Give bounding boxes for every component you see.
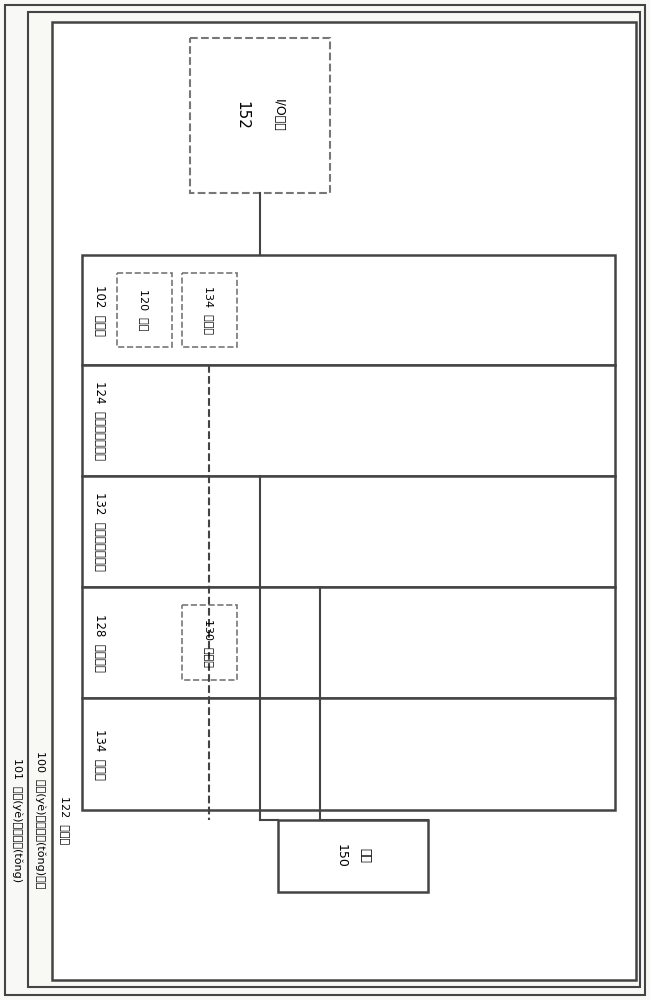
Text: 100  工業(yè)控制系統(tǒng)模塊: 100 工業(yè)控制系統(tǒng)模塊 bbox=[34, 751, 46, 889]
Bar bbox=[182, 605, 237, 680]
Text: 101  工業(yè)控制系統(tǒng): 101 工業(yè)控制系統(tǒng) bbox=[12, 758, 22, 882]
Text: 122  密封箱: 122 密封箱 bbox=[60, 796, 70, 844]
Text: 134  控制器: 134 控制器 bbox=[204, 286, 214, 334]
Bar bbox=[82, 587, 615, 698]
Text: 134  控制器: 134 控制器 bbox=[94, 729, 107, 779]
Text: 102  電路板: 102 電路板 bbox=[94, 285, 107, 335]
Bar bbox=[190, 38, 330, 193]
Text: 152: 152 bbox=[235, 101, 250, 130]
Bar bbox=[182, 273, 237, 347]
Text: 120  電路: 120 電路 bbox=[139, 289, 149, 331]
Bar bbox=[278, 820, 428, 892]
Bar bbox=[82, 255, 615, 365]
Bar bbox=[52, 22, 636, 980]
Bar bbox=[82, 476, 615, 587]
Text: 背板: 背板 bbox=[359, 848, 372, 863]
Bar bbox=[82, 365, 615, 476]
Text: 128  安全模塊: 128 安全模塊 bbox=[94, 614, 107, 671]
Bar bbox=[82, 698, 615, 810]
Text: 124  第一傳感器部件: 124 第一傳感器部件 bbox=[94, 381, 107, 460]
Text: 132  第二傳感器部件: 132 第二傳感器部件 bbox=[94, 492, 107, 571]
Text: I/O模塊: I/O模塊 bbox=[272, 99, 285, 132]
Text: 150: 150 bbox=[335, 844, 348, 868]
Bar bbox=[117, 273, 172, 347]
Text: 130  控制器: 130 控制器 bbox=[204, 619, 214, 666]
